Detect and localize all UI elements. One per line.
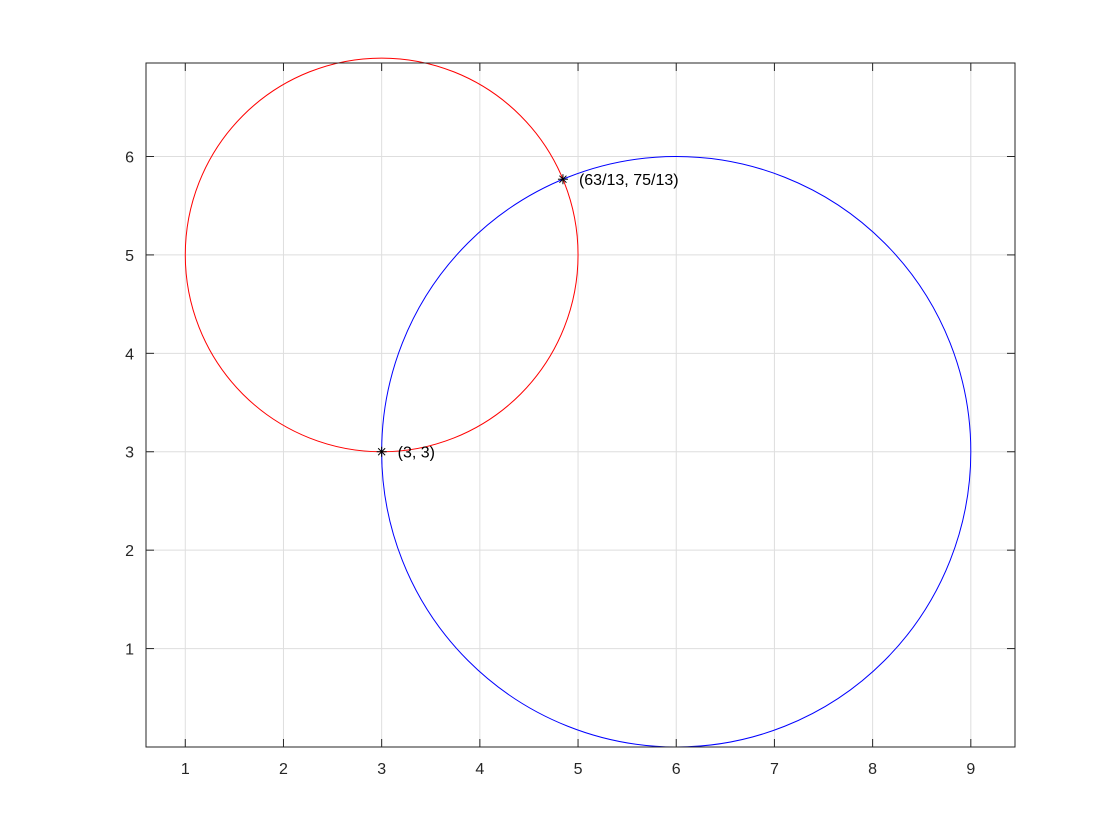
- x-tick-label: 1: [181, 761, 190, 778]
- ticks-layer: 1 2 3 4 5 6 7 8 9 1 2 3 4 5 6: [125, 63, 1015, 778]
- grid: [146, 63, 1015, 747]
- y-tick-label: 1: [125, 642, 134, 659]
- x-tick-label: 9: [966, 761, 975, 778]
- x-tick-label: 3: [377, 761, 386, 778]
- x-tick-label: 2: [279, 761, 288, 778]
- asterisk-marker-stroke: [377, 447, 386, 456]
- x-tick-label: 5: [574, 761, 583, 778]
- intersection-point-1: [376, 446, 387, 457]
- point-annotation-label: (63/13, 75/13): [579, 172, 679, 189]
- plot-area: [146, 63, 1015, 747]
- y-tick-label: 6: [125, 149, 134, 166]
- points-layer: (3, 3) (63/13, 75/13): [376, 172, 679, 462]
- plot-frame: [145, 62, 1016, 748]
- y-tick-label: 4: [125, 346, 134, 363]
- x-tick-label: 7: [770, 761, 779, 778]
- x-tick-label: 6: [672, 761, 681, 778]
- y-tick-label: 5: [125, 248, 134, 265]
- y-tick-label: 3: [125, 445, 134, 462]
- x-tick-label: 8: [868, 761, 877, 778]
- asterisk-marker-stroke: [559, 175, 567, 184]
- point-annotation-label: (3, 3): [398, 445, 435, 462]
- x-tick-label: 4: [475, 761, 484, 778]
- y-tick-label: 2: [125, 543, 134, 560]
- intersection-point-2: [557, 174, 568, 185]
